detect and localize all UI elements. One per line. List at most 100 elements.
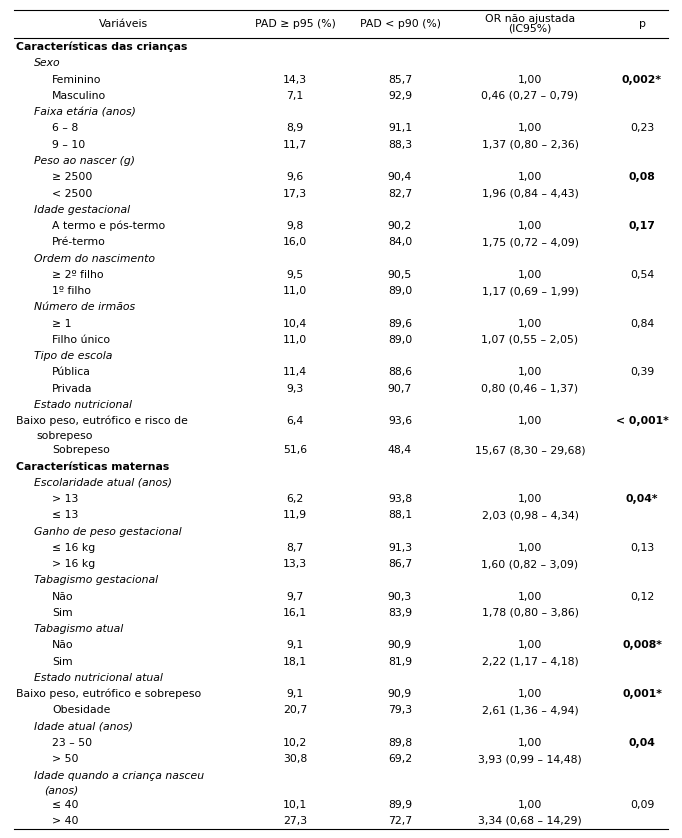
Text: 1,00: 1,00 xyxy=(518,75,542,85)
Text: 0,001*: 0,001* xyxy=(622,689,662,699)
Text: 90,9: 90,9 xyxy=(388,640,412,650)
Text: 20,7: 20,7 xyxy=(283,706,307,716)
Text: ≤ 16 kg: ≤ 16 kg xyxy=(52,543,95,553)
Text: Sexo: Sexo xyxy=(34,59,61,69)
Text: 18,1: 18,1 xyxy=(283,657,307,667)
Text: 1,00: 1,00 xyxy=(518,173,542,182)
Text: 3,93 (0,99 – 14,48): 3,93 (0,99 – 14,48) xyxy=(478,754,582,764)
Text: 90,4: 90,4 xyxy=(388,173,412,182)
Text: 9 – 10: 9 – 10 xyxy=(52,140,85,150)
Text: Características das crianças: Características das crianças xyxy=(16,42,188,53)
Text: Não: Não xyxy=(52,592,74,602)
Text: 9,1: 9,1 xyxy=(286,689,303,699)
Text: 1,00: 1,00 xyxy=(518,318,542,328)
Text: 1,00: 1,00 xyxy=(518,640,542,650)
Text: 89,9: 89,9 xyxy=(388,799,412,810)
Text: 90,2: 90,2 xyxy=(388,221,412,231)
Text: 1,07 (0,55 – 2,05): 1,07 (0,55 – 2,05) xyxy=(481,335,578,345)
Text: 0,23: 0,23 xyxy=(630,123,654,133)
Text: Tipo de escola: Tipo de escola xyxy=(34,351,113,361)
Text: 11,0: 11,0 xyxy=(283,286,307,296)
Text: ≤ 13: ≤ 13 xyxy=(52,510,78,520)
Text: OR não ajustada: OR não ajustada xyxy=(485,14,575,24)
Text: 0,08: 0,08 xyxy=(629,173,655,182)
Text: Idade atual (anos): Idade atual (anos) xyxy=(34,722,133,732)
Text: 1,78 (0,80 – 3,86): 1,78 (0,80 – 3,86) xyxy=(481,608,578,618)
Text: 0,09: 0,09 xyxy=(629,799,654,810)
Text: 0,17: 0,17 xyxy=(629,221,655,231)
Text: Características maternas: Características maternas xyxy=(16,462,169,472)
Text: ≤ 40: ≤ 40 xyxy=(52,799,78,810)
Text: Estado nutricional atual: Estado nutricional atual xyxy=(34,673,163,683)
Text: > 16 kg: > 16 kg xyxy=(52,559,95,569)
Text: Pública: Pública xyxy=(52,367,91,377)
Text: 1,00: 1,00 xyxy=(518,738,542,748)
Text: Escolaridade atual (anos): Escolaridade atual (anos) xyxy=(34,478,172,488)
Text: 9,8: 9,8 xyxy=(286,221,303,231)
Text: 0,12: 0,12 xyxy=(630,592,654,602)
Text: 90,5: 90,5 xyxy=(388,270,412,280)
Text: Faixa etária (anos): Faixa etária (anos) xyxy=(34,107,136,117)
Text: 0,46 (0,27 – 0,79): 0,46 (0,27 – 0,79) xyxy=(481,91,578,101)
Text: 15,67 (8,30 – 29,68): 15,67 (8,30 – 29,68) xyxy=(475,445,585,455)
Text: 10,4: 10,4 xyxy=(283,318,307,328)
Text: 88,3: 88,3 xyxy=(388,140,412,150)
Text: Estado nutricional: Estado nutricional xyxy=(34,400,132,410)
Text: 3,34 (0,68 – 14,29): 3,34 (0,68 – 14,29) xyxy=(478,816,582,826)
Text: 9,5: 9,5 xyxy=(286,270,303,280)
Text: Idade quando a criança nasceu: Idade quando a criança nasceu xyxy=(34,771,204,780)
Text: 79,3: 79,3 xyxy=(388,706,412,716)
Text: 89,0: 89,0 xyxy=(388,335,412,345)
Text: Tabagismo atual: Tabagismo atual xyxy=(34,624,123,634)
Text: 0,84: 0,84 xyxy=(630,318,654,328)
Text: 1,17 (0,69 – 1,99): 1,17 (0,69 – 1,99) xyxy=(481,286,578,296)
Text: 0,04: 0,04 xyxy=(629,738,655,748)
Text: 11,4: 11,4 xyxy=(283,367,307,377)
Text: 82,7: 82,7 xyxy=(388,189,412,199)
Text: 8,7: 8,7 xyxy=(286,543,303,553)
Text: 9,3: 9,3 xyxy=(286,384,303,394)
Text: 23 – 50: 23 – 50 xyxy=(52,738,92,748)
Text: 11,9: 11,9 xyxy=(283,510,307,520)
Text: 8,9: 8,9 xyxy=(286,123,303,133)
Text: 9,7: 9,7 xyxy=(286,592,303,602)
Text: 69,2: 69,2 xyxy=(388,754,412,764)
Text: 6,4: 6,4 xyxy=(286,416,303,427)
Text: Baixo peso, eutrófico e sobrepeso: Baixo peso, eutrófico e sobrepeso xyxy=(16,689,201,700)
Text: 6,2: 6,2 xyxy=(286,494,303,504)
Text: 72,7: 72,7 xyxy=(388,816,412,826)
Text: 81,9: 81,9 xyxy=(388,657,412,667)
Text: 1º filho: 1º filho xyxy=(52,286,91,296)
Text: 90,3: 90,3 xyxy=(388,592,412,602)
Text: Baixo peso, eutrófico e risco de: Baixo peso, eutrófico e risco de xyxy=(16,416,188,427)
Text: 16,1: 16,1 xyxy=(283,608,307,618)
Text: 93,8: 93,8 xyxy=(388,494,412,504)
Text: Peso ao nascer (g): Peso ao nascer (g) xyxy=(34,156,135,166)
Text: 1,00: 1,00 xyxy=(518,494,542,504)
Text: 85,7: 85,7 xyxy=(388,75,412,85)
Text: 0,008*: 0,008* xyxy=(622,640,662,650)
Text: Masculino: Masculino xyxy=(52,91,106,101)
Text: ≥ 2500: ≥ 2500 xyxy=(52,173,92,182)
Text: A termo e pós-termo: A termo e pós-termo xyxy=(52,220,165,231)
Text: 89,8: 89,8 xyxy=(388,738,412,748)
Text: Ganho de peso gestacional: Ganho de peso gestacional xyxy=(34,526,181,536)
Text: 27,3: 27,3 xyxy=(283,816,307,826)
Text: 93,6: 93,6 xyxy=(388,416,412,427)
Text: 91,3: 91,3 xyxy=(388,543,412,553)
Text: 2,61 (1,36 – 4,94): 2,61 (1,36 – 4,94) xyxy=(481,706,578,716)
Text: 0,002*: 0,002* xyxy=(622,75,662,85)
Text: Obesidade: Obesidade xyxy=(52,706,110,716)
Text: 0,04*: 0,04* xyxy=(626,494,658,504)
Text: Variáveis: Variáveis xyxy=(98,19,147,29)
Text: 9,6: 9,6 xyxy=(286,173,303,182)
Text: 11,0: 11,0 xyxy=(283,335,307,345)
Text: ≥ 1: ≥ 1 xyxy=(52,318,72,328)
Text: 1,75 (0,72 – 4,09): 1,75 (0,72 – 4,09) xyxy=(481,237,578,247)
Text: (IC95%): (IC95%) xyxy=(508,24,552,34)
Text: 17,3: 17,3 xyxy=(283,189,307,199)
Text: 10,2: 10,2 xyxy=(283,738,307,748)
Text: Número de irmãos: Número de irmãos xyxy=(34,303,135,313)
Text: 0,39: 0,39 xyxy=(630,367,654,377)
Text: Privada: Privada xyxy=(52,384,93,394)
